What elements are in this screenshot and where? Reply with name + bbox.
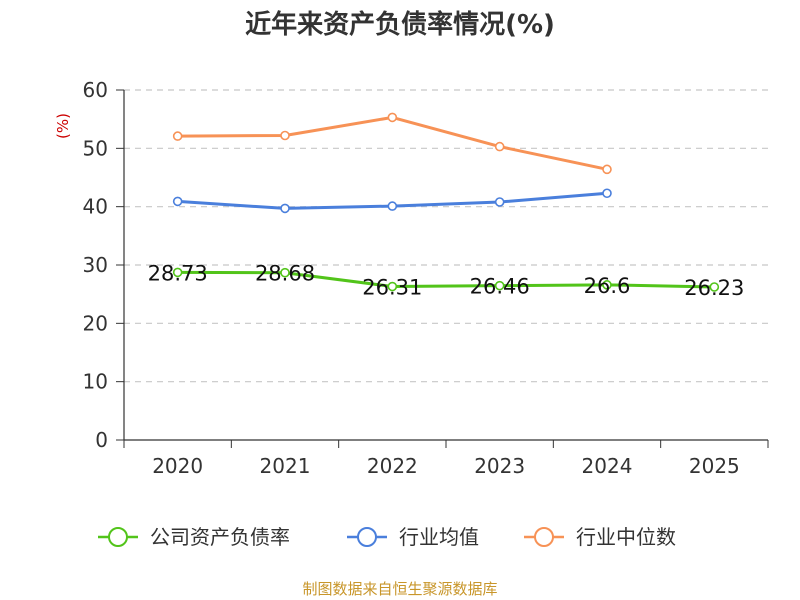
data-point <box>602 164 612 175</box>
legend-marker-circle <box>108 527 128 547</box>
legend-marker-circle <box>357 527 377 547</box>
data-labels: 28.73 28.68 26.31 26.46 26.6 26.23 <box>148 261 745 300</box>
data-point <box>280 130 290 141</box>
x-tick-label: 2021 <box>260 454 311 478</box>
x-tick-label: 2025 <box>689 454 740 478</box>
y-tick-label: 0 <box>95 428 108 452</box>
legend-marker-circle <box>534 527 554 547</box>
data-point <box>172 267 183 278</box>
data-label: 26.31 <box>362 276 422 300</box>
y-tick-label: 30 <box>83 253 108 277</box>
data-label: 26.23 <box>684 276 744 300</box>
series-layer <box>172 112 720 292</box>
x-tick-label: 2024 <box>582 454 633 478</box>
data-point <box>280 267 290 278</box>
legend: 公司资产负债率 行业均值 行业中位数 <box>98 525 676 549</box>
x-tick-label: 2023 <box>474 454 525 478</box>
data-label: 28.73 <box>148 261 208 285</box>
data-point <box>709 282 720 292</box>
legend-label: 行业中位数 <box>576 525 676 549</box>
gridlines <box>124 89 768 383</box>
series-line <box>177 270 715 289</box>
y-axis-label: (%) <box>54 113 72 139</box>
y-tick-label: 60 <box>83 78 108 102</box>
legend-label: 公司资产负债率 <box>150 525 290 549</box>
source-note: 制图数据来自恒生聚源数据库 <box>302 580 497 598</box>
legend-label: 行业均值 <box>399 525 479 549</box>
data-label: 26.6 <box>584 274 631 298</box>
y-tick-label: 10 <box>83 370 108 394</box>
data-point <box>387 281 398 292</box>
y-tick-label: 20 <box>83 311 108 335</box>
data-point <box>494 280 505 291</box>
y-tick-label: 50 <box>83 136 108 160</box>
data-point <box>494 141 505 152</box>
data-point <box>602 280 612 290</box>
data-point <box>172 131 183 141</box>
data-point <box>602 188 612 199</box>
y-tick-label: 40 <box>83 195 108 219</box>
data-point <box>387 201 398 211</box>
data-point <box>494 197 505 207</box>
x-tick-label: 2022 <box>367 454 418 478</box>
x-tick-label: 2020 <box>152 454 203 478</box>
data-point <box>280 203 290 214</box>
data-label: 28.68 <box>255 262 315 286</box>
data-label: 26.46 <box>470 275 530 299</box>
axes: 0 10 20 30 40 50 60 2020 2021 2022 2023 2024 2025 <box>83 78 769 478</box>
data-point <box>387 112 398 123</box>
chart-title: 近年来资产负债率情况(%) <box>245 9 555 40</box>
series-line <box>177 115 608 171</box>
data-point <box>172 196 183 207</box>
